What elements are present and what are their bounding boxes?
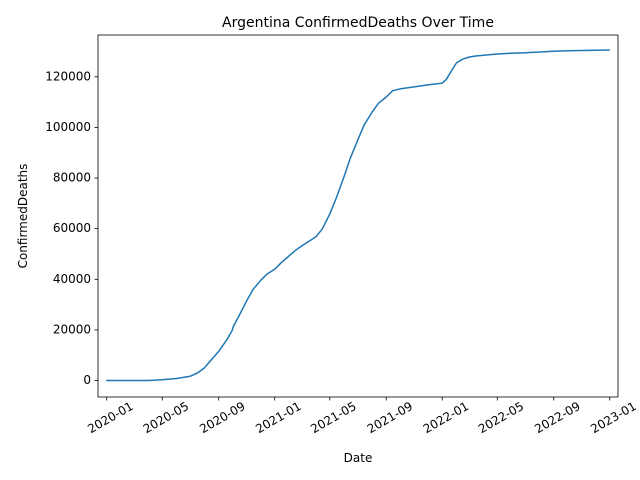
y-tick-label: 100000 xyxy=(45,120,91,134)
axes-frame xyxy=(97,34,619,398)
x-axis-title: Date xyxy=(344,451,373,465)
y-tick-label: 0 xyxy=(83,373,91,387)
y-axis-title: ConfirmedDeaths xyxy=(16,164,30,269)
y-tick-label: 80000 xyxy=(53,171,91,185)
y-axis: 0 20000 40000 60000 80000 100000 120000 xyxy=(45,69,98,387)
series-line-confirmed-deaths xyxy=(105,49,611,382)
chart-title: Argentina ConfirmedDeaths Over Time xyxy=(222,15,494,31)
y-tick-label: 40000 xyxy=(53,272,91,286)
y-tick-label: 60000 xyxy=(53,221,91,235)
y-tick-label: 20000 xyxy=(53,322,91,336)
plot-area xyxy=(105,49,611,382)
y-tick-label: 120000 xyxy=(45,69,91,83)
